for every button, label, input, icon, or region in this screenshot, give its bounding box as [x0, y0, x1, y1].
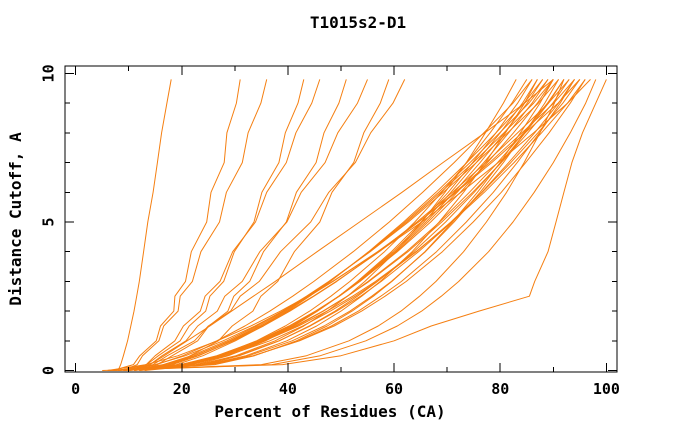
- model-curve: [128, 79, 368, 371]
- model-curve: [107, 79, 597, 371]
- x-axis-label: Percent of Residues (CA): [214, 402, 445, 421]
- model-curve: [117, 79, 172, 371]
- model-curve: [128, 79, 321, 371]
- y-tick-label: 5: [39, 217, 57, 226]
- y-tick-label: 0: [39, 366, 57, 375]
- model-curve: [128, 79, 528, 371]
- x-tick-label: 0: [71, 380, 80, 398]
- model-curve: [139, 79, 575, 371]
- model-curves: [102, 79, 607, 371]
- y-tick-label: 10: [39, 64, 57, 82]
- x-tick-label: 40: [279, 380, 297, 398]
- axis-tick-labels: 0 20 40 60 80 100 0 5 10: [39, 64, 620, 398]
- x-tick-label: 20: [173, 380, 191, 398]
- model-curve: [117, 79, 305, 371]
- model-curve: [123, 79, 347, 371]
- model-curve: [133, 79, 538, 371]
- x-tick-label: 80: [491, 380, 509, 398]
- x-tick-label: 100: [593, 380, 620, 398]
- model-curve: [102, 79, 607, 371]
- model-curve: [112, 79, 517, 371]
- model-curve: [128, 79, 406, 371]
- model-curve: [107, 79, 591, 371]
- model-curve: [123, 79, 533, 371]
- axis-ticks: [65, 66, 617, 372]
- x-tick-label: 60: [385, 380, 403, 398]
- model-curve: [107, 79, 565, 371]
- model-curve: [144, 79, 544, 371]
- model-curve: [123, 79, 268, 371]
- model-curve: [112, 79, 241, 371]
- model-curve: [123, 79, 554, 371]
- y-axis-label: Distance Cutoff, A: [6, 132, 25, 306]
- model-curve: [139, 79, 533, 371]
- model-curve: [118, 79, 538, 371]
- model-curve: [123, 79, 565, 371]
- model-curve: [139, 79, 554, 371]
- model-curve: [133, 79, 390, 371]
- chart-title: T1015s2-D1: [310, 13, 406, 32]
